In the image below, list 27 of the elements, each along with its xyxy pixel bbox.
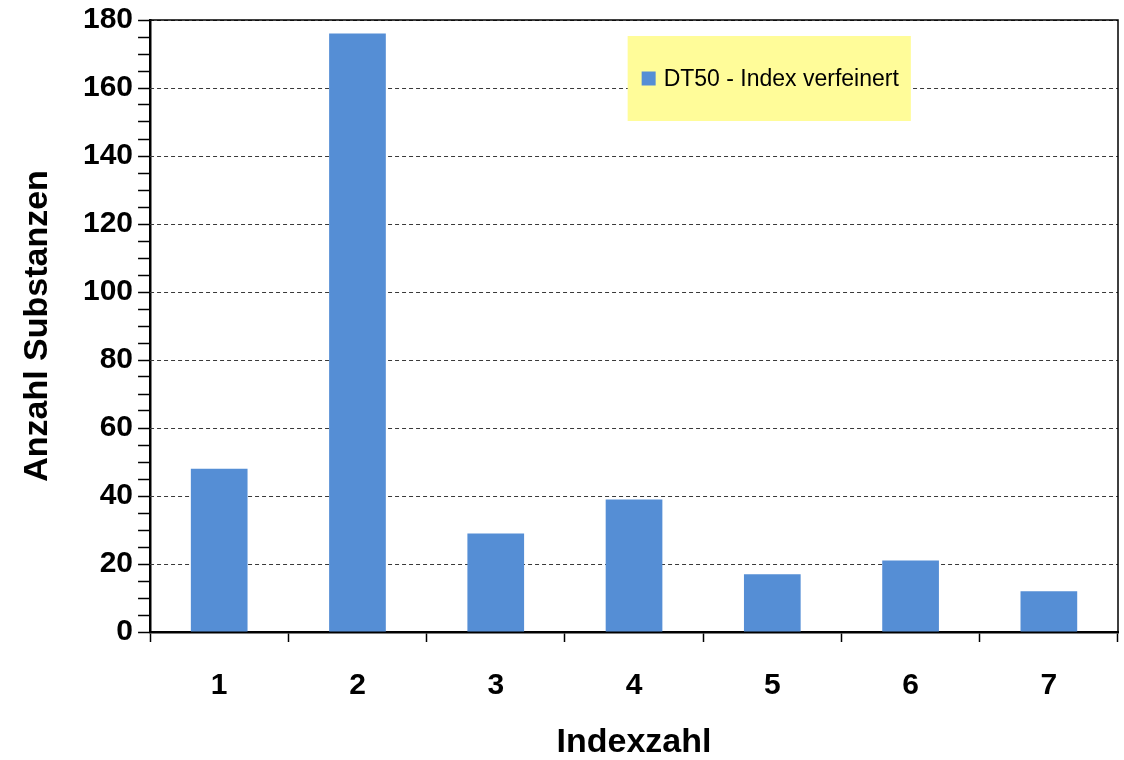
x-tick-label: 2 <box>349 667 366 701</box>
bar <box>743 574 801 632</box>
x-tick-label: 1 <box>210 667 228 701</box>
y-tick-label: 20 <box>99 545 134 579</box>
y-tick-label: 60 <box>99 409 134 443</box>
bar <box>467 533 525 632</box>
y-tick-label: 80 <box>99 341 134 375</box>
bar <box>1020 591 1078 632</box>
y-tick-label: 0 <box>116 613 134 647</box>
x-axis-title: Indexzahl <box>556 721 712 760</box>
legend-label: DT50 - Index verfeinert <box>663 64 900 91</box>
bar <box>605 499 663 632</box>
bar <box>190 468 248 632</box>
y-tick-label: 140 <box>82 137 134 171</box>
y-tick-label: 40 <box>99 477 134 511</box>
y-tick-label: 100 <box>82 273 134 307</box>
x-tick-label: 5 <box>763 667 781 701</box>
x-tick-label: 3 <box>487 667 505 701</box>
x-tick-label: 7 <box>1040 667 1058 701</box>
x-tick-label: 6 <box>902 667 919 701</box>
y-tick-label: 120 <box>82 205 134 239</box>
y-tick-label: 180 <box>82 1 134 35</box>
bar <box>882 560 939 632</box>
x-tick-label: 4 <box>625 667 643 701</box>
bar <box>329 33 386 632</box>
y-axis-title: Anzahl Substanzen <box>16 170 55 482</box>
y-tick-label: 160 <box>82 69 134 103</box>
